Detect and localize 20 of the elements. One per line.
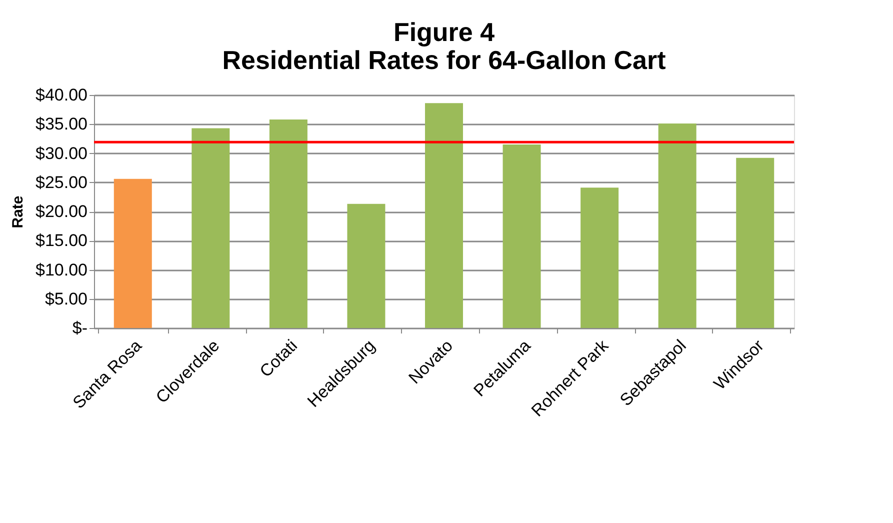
- bar: [192, 128, 230, 328]
- bar: [736, 158, 774, 328]
- y-tick-label: $5.00: [44, 289, 88, 308]
- y-tick-label: $35.00: [36, 114, 88, 134]
- bar: [658, 124, 696, 328]
- bar: [347, 204, 386, 328]
- y-axis-title: Rate: [10, 196, 27, 228]
- bar: [114, 178, 152, 328]
- bar: [502, 144, 541, 328]
- y-tick-label: $25.00: [36, 172, 88, 192]
- bar: [269, 119, 308, 328]
- y-tick-label: $30.00: [36, 144, 88, 163]
- y-tick-label: $40.00: [36, 86, 88, 104]
- y-tick-label: $20.00: [36, 202, 88, 221]
- y-tick-label: $15.00: [36, 231, 88, 250]
- chart-title: Figure 4 Residential Rates for 64-Gallon Cart: [222, 17, 666, 75]
- bar: [425, 103, 463, 328]
- y-tick-label: $-: [72, 318, 88, 338]
- y-tick-label: $10.00: [36, 260, 88, 280]
- bar: [580, 188, 619, 328]
